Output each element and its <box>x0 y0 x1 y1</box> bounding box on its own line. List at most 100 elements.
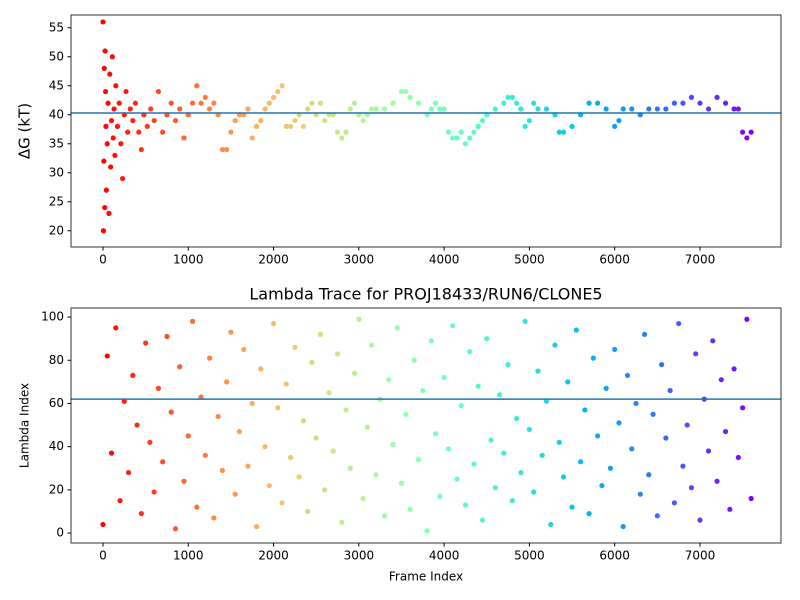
x-tick-label: 3000 <box>344 253 375 267</box>
point <box>710 338 716 344</box>
point <box>471 461 477 467</box>
point <box>130 117 136 124</box>
point <box>102 48 108 54</box>
point <box>731 366 737 372</box>
point <box>526 117 533 124</box>
point <box>552 342 558 348</box>
point <box>279 500 285 506</box>
point <box>206 355 213 361</box>
point <box>288 123 294 129</box>
point <box>168 100 174 106</box>
point <box>108 450 115 456</box>
point <box>198 394 204 400</box>
point <box>714 94 720 100</box>
point <box>403 88 409 95</box>
y-tick-label: 60 <box>49 396 64 410</box>
x-tick-label: 7000 <box>685 549 716 563</box>
point <box>121 398 127 404</box>
point <box>266 100 272 106</box>
point <box>369 106 375 112</box>
point <box>407 94 413 100</box>
point <box>548 521 554 528</box>
point <box>479 517 486 523</box>
point <box>680 463 686 469</box>
point <box>505 94 511 100</box>
point <box>667 387 673 394</box>
point <box>110 135 116 141</box>
point <box>556 129 562 135</box>
point <box>735 106 741 112</box>
point <box>181 478 187 484</box>
point <box>104 353 110 359</box>
point <box>283 381 289 387</box>
point <box>641 331 648 337</box>
point <box>428 106 434 112</box>
point <box>334 129 341 135</box>
x-tick-label: 1000 <box>173 253 204 267</box>
point <box>586 511 592 517</box>
point <box>454 135 460 141</box>
point <box>117 498 123 504</box>
point <box>296 474 302 480</box>
point <box>488 437 494 443</box>
point <box>125 129 131 135</box>
point <box>705 106 712 112</box>
point <box>164 333 170 340</box>
point <box>509 498 515 504</box>
x-tick-label: 4000 <box>429 253 460 267</box>
point <box>748 495 754 502</box>
x-tick-label: 3000 <box>344 549 375 563</box>
y-tick-label: 0 <box>56 526 64 540</box>
point <box>317 100 324 106</box>
point <box>624 372 631 378</box>
point <box>599 482 605 489</box>
point <box>373 472 379 478</box>
point <box>428 338 434 344</box>
point <box>143 340 149 346</box>
point <box>119 175 126 182</box>
point <box>688 94 695 100</box>
point <box>125 469 132 476</box>
point <box>232 117 238 124</box>
point <box>526 426 533 432</box>
point <box>514 100 520 106</box>
point <box>202 94 208 100</box>
point <box>322 487 328 493</box>
point <box>616 420 622 426</box>
point <box>105 100 111 106</box>
point <box>569 123 575 129</box>
point <box>262 106 268 112</box>
point <box>450 135 456 141</box>
axes-frame <box>70 14 782 248</box>
y-tick-label: 25 <box>49 194 64 208</box>
point <box>236 428 243 435</box>
point <box>206 106 213 112</box>
point <box>531 100 537 106</box>
point <box>654 106 660 112</box>
point <box>697 100 703 106</box>
point <box>258 366 264 372</box>
point <box>241 346 247 353</box>
point <box>595 433 601 439</box>
point <box>202 452 208 458</box>
point <box>364 424 370 430</box>
point <box>108 117 115 124</box>
point <box>612 346 618 353</box>
point <box>573 327 579 333</box>
point <box>147 439 153 445</box>
point <box>616 117 622 124</box>
point <box>722 428 729 435</box>
point <box>185 433 191 439</box>
point <box>727 506 733 512</box>
point <box>454 476 460 482</box>
point <box>441 106 447 112</box>
point <box>381 513 388 519</box>
point <box>629 446 635 452</box>
point <box>177 106 183 112</box>
point <box>543 398 550 404</box>
point <box>620 523 626 530</box>
point <box>398 88 405 95</box>
y-axis-label: Lambda Index <box>18 383 32 468</box>
point <box>381 106 388 112</box>
point <box>189 318 196 324</box>
